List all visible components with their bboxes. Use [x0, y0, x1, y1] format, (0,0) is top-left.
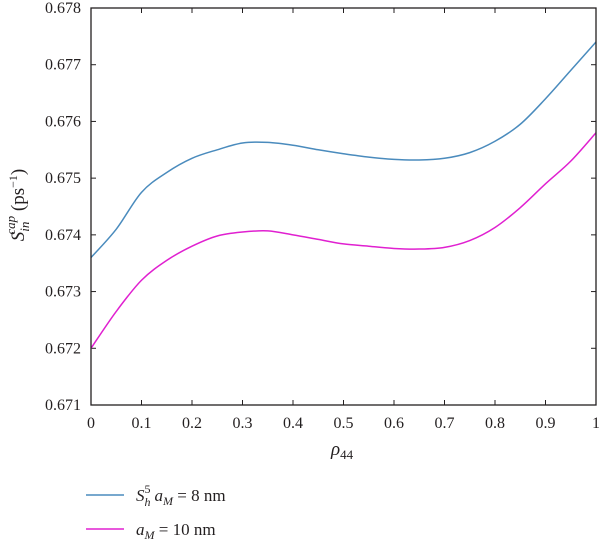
- y-axis-ticks: 0.671 0.672 0.673 0.674 0.675 0.676 0.677 0.678: [45, 0, 596, 414]
- legend-1-sup: 5: [145, 482, 151, 496]
- legend-1-param-sub: M: [162, 494, 174, 508]
- legend-2-value: = 10 nm: [155, 520, 216, 539]
- x-tick-label: 0: [87, 415, 95, 432]
- y-axis-label-unit: (ps: [8, 188, 29, 216]
- y-axis-label-sub: in: [17, 222, 32, 232]
- legend-2-param-sub: M: [144, 528, 156, 539]
- x-axis-label-main: ρ: [330, 439, 340, 460]
- legend-2-param: a: [136, 520, 145, 539]
- x-tick-label: 0.9: [536, 415, 556, 432]
- y-tick-label: 0.672: [45, 340, 81, 357]
- x-tick-label: 0.8: [485, 415, 505, 432]
- y-tick-label: 0.676: [45, 113, 81, 130]
- y-tick-label: 0.674: [45, 227, 81, 244]
- x-tick-label: 0.6: [384, 415, 404, 432]
- legend-item-series-1: Sh5 aM = 8 nm: [86, 482, 226, 509]
- x-tick-label: 0.1: [132, 415, 152, 432]
- y-axis-label-sup: cap: [3, 215, 18, 234]
- y-axis-label: Sincap (ps−1): [3, 169, 32, 242]
- x-tick-label: 0.4: [283, 415, 303, 432]
- x-tick-label: 0.5: [334, 415, 354, 432]
- y-tick-label: 0.673: [45, 284, 81, 301]
- plot-frame: [90, 7, 597, 406]
- x-tick-label: 0.2: [182, 415, 202, 432]
- x-axis-label: ρ44: [330, 439, 354, 462]
- y-tick-label: 0.677: [45, 57, 81, 74]
- legend-1-main: S: [136, 486, 145, 505]
- x-tick-label: 1: [592, 415, 600, 432]
- legend-1-value: = 8 nm: [173, 486, 226, 505]
- y-tick-label: 0.675: [45, 170, 81, 187]
- y-tick-label: 0.671: [45, 397, 81, 414]
- legend-label-series-1: Sh5 aM = 8 nm: [136, 482, 226, 509]
- legend-item-series-2: aM = 10 nm: [86, 520, 216, 539]
- legend: Sh5 aM = 8 nm aM = 10 nm: [86, 482, 226, 539]
- legend-label-series-2: aM = 10 nm: [136, 520, 216, 539]
- x-tick-label: 0.3: [233, 415, 253, 432]
- y-tick-label: 0.678: [45, 0, 81, 17]
- series-line-2: [90, 132, 597, 349]
- y-axis-label-main: S: [8, 231, 29, 241]
- x-axis-label-sub: 44: [340, 447, 354, 462]
- x-axis-ticks: 0 0.1 0.2 0.3 0.4 0.5 0.6 0.7 0.8 0.9 1: [87, 8, 600, 432]
- y-axis-label-unit-close: ): [8, 169, 29, 175]
- series-line-1: [90, 41, 597, 259]
- legend-1-sub: h: [145, 495, 151, 509]
- y-axis-label-unit-exp: −1: [6, 175, 20, 188]
- legend-1-param: a: [155, 486, 164, 505]
- x-tick-label: 0.7: [435, 415, 455, 432]
- series-layer: [90, 41, 597, 349]
